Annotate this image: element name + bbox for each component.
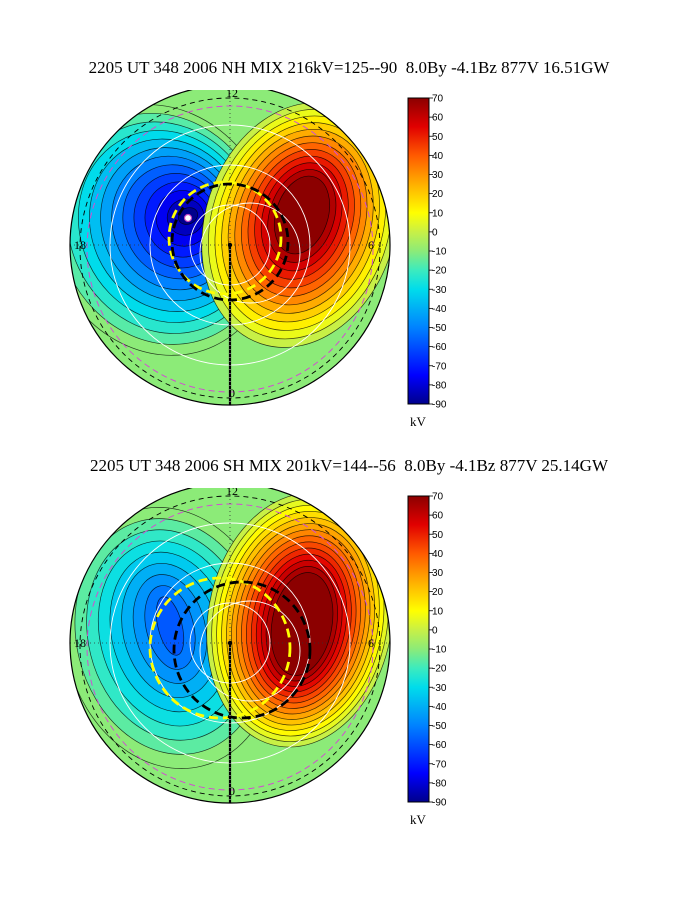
nh-potential-chart: 126018706050403020100-10-20-30-40-50-60-… — [69, 90, 447, 429]
mlt-label-dawn: 6 — [368, 238, 374, 252]
sh-potential-chart: 126018706050403020100-10-20-30-40-50-60-… — [69, 488, 447, 827]
colorbar-tick-label: 10 — [432, 606, 444, 617]
colorbar-tick-label: 10 — [432, 208, 444, 219]
colorbar-tick-label: -20 — [432, 664, 447, 675]
colorbar-tick-label: 0 — [432, 227, 438, 238]
colorbar-tick-label: -80 — [432, 778, 447, 789]
map-boundary — [69, 488, 391, 804]
mlt-label-dawn: 6 — [368, 636, 374, 650]
colorbar-tick-label: 70 — [432, 94, 444, 105]
mlt-label-noon: 12 — [226, 90, 238, 100]
colorbar-tick-label: 20 — [432, 189, 444, 200]
colorbar — [407, 495, 430, 803]
colorbar-tick-label: -30 — [432, 285, 447, 296]
colorbar-tick-label: 40 — [432, 549, 444, 560]
colorbar — [407, 97, 430, 405]
colorbar-tick-label: 50 — [432, 530, 444, 541]
oval-black — [172, 580, 312, 720]
pole-dot — [227, 640, 233, 646]
colorbar-tick-label: 40 — [432, 151, 444, 162]
colorbar-tick-label: 0 — [432, 625, 438, 636]
colorbar-tick-label: -40 — [432, 702, 447, 713]
mlt-label-midnight: 0 — [229, 784, 235, 798]
colorbar-tick-label: 60 — [432, 113, 444, 124]
colorbar-tick-label: -50 — [432, 323, 447, 334]
pole-dot — [227, 242, 233, 248]
mlt-label-noon: 12 — [226, 488, 238, 498]
min-potential-marker — [183, 213, 193, 223]
colorbar-tick-label: -80 — [432, 380, 447, 391]
colorbar-unit-label: kV — [410, 812, 427, 827]
colorbar-tick-label: -10 — [432, 247, 447, 258]
colorbar-tick-label: -60 — [432, 342, 447, 353]
colorbar-tick-label: -90 — [432, 798, 447, 809]
potential-map — [70, 90, 390, 405]
nh-plot-title: 2205 UT 348 2006 NH MIX 216kV=125--90 8.… — [88, 58, 610, 77]
colorbar-tick-label: -50 — [432, 721, 447, 732]
sh-plot-title: 2205 UT 348 2006 SH MIX 201kV=144--56 8.… — [89, 456, 608, 475]
colorbar-tick-label: -10 — [432, 645, 447, 656]
latitude-circle — [199, 600, 301, 702]
colorbar-tick-label: -20 — [432, 266, 447, 277]
colorbar-tick-label: 70 — [432, 492, 444, 503]
colorbar-tick-label: 30 — [432, 170, 444, 181]
oval-yellow — [148, 576, 292, 720]
colorbar-tick-label: -40 — [432, 304, 447, 315]
mlt-label-dusk: 18 — [74, 238, 86, 252]
colorbar-tick-label: 20 — [432, 587, 444, 598]
colorbar-tick-label: -30 — [432, 683, 447, 694]
colorbar-tick-label: 30 — [432, 568, 444, 579]
colorbar-tick-label: 60 — [432, 511, 444, 522]
colorbar-tick-label: -70 — [432, 759, 447, 770]
oval-yellow — [167, 180, 283, 296]
colorbar-tick-label: -60 — [432, 740, 447, 751]
colorbar-tick-label: -70 — [432, 361, 447, 372]
colorbar-tick-label: -90 — [432, 400, 447, 411]
mlt-label-midnight: 0 — [229, 386, 235, 400]
mlt-label-dusk: 18 — [74, 636, 86, 650]
latitude-circle — [199, 202, 301, 304]
map-boundary — [69, 90, 391, 406]
colorbar-tick-label: 50 — [432, 132, 444, 143]
potential-map — [70, 488, 390, 803]
colorbar-unit-label: kV — [410, 414, 427, 429]
dusk-cell-contour — [155, 596, 185, 656]
